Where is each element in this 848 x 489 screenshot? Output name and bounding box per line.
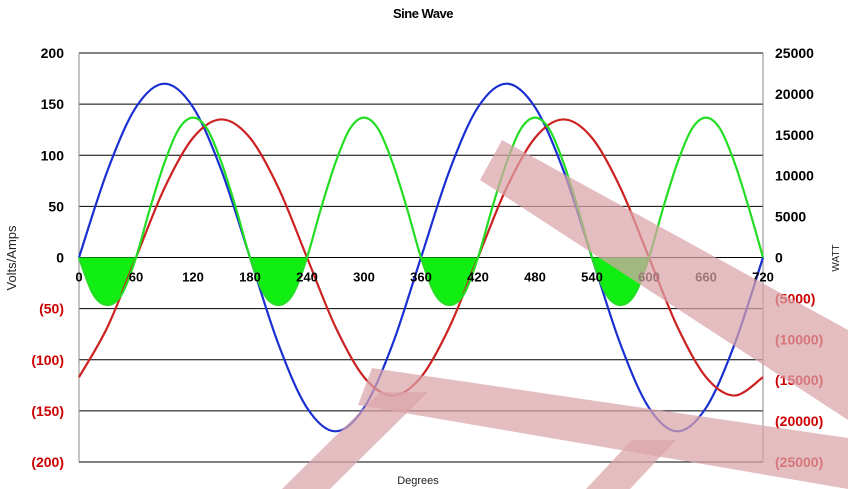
y-left-tick-label-7: (150) (31, 403, 64, 419)
watermark-stroke-upper (480, 140, 848, 420)
x-tick-label-5: 300 (353, 270, 375, 285)
watermark (282, 140, 848, 489)
x-tick-label-8: 480 (524, 270, 546, 285)
y-right-tick-label-1: 20000 (775, 86, 814, 102)
y-left-tick-label-2: 100 (41, 147, 65, 163)
y-left-tick-label-1: 150 (41, 96, 65, 112)
x-tick-label-6: 360 (410, 270, 432, 285)
watermark-stroke-lower (358, 368, 848, 489)
x-tick-label-1: 60 (129, 270, 143, 285)
left-axis-ticks: 200 150 100 50 0 (50) (100) (150) (200) (31, 45, 64, 470)
x-tick-label-7: 420 (467, 270, 489, 285)
y-left-tick-label-6: (100) (31, 352, 64, 368)
watermark-stroke-left-diagonal (282, 392, 428, 489)
y-right-tick-label-4: 5000 (775, 209, 806, 225)
y-left-tick-label-8: (200) (31, 454, 64, 470)
watermark-stroke-right-diagonal (586, 440, 676, 489)
x-axis-label: Degrees (397, 475, 439, 487)
y-right-tick-label-9: (20000) (775, 413, 823, 429)
y-axis-label-right: WATT (831, 244, 842, 271)
x-tick-label-3: 180 (239, 270, 261, 285)
x-tick-label-4: 240 (296, 270, 318, 285)
y-right-tick-label-3: 10000 (775, 168, 814, 184)
right-axis-ticks: 2500020000150001000050000(5000)(10000)(1… (775, 45, 823, 470)
y-right-tick-label-0: 25000 (775, 45, 814, 61)
x-tick-label-9: 540 (581, 270, 603, 285)
y-left-tick-label-4: 0 (56, 250, 64, 266)
x-tick-label-0: 0 (75, 270, 82, 285)
y-left-tick-label-3: 50 (48, 198, 64, 214)
x-tick-label-2: 120 (182, 270, 204, 285)
y-axis-label-left: Volts/Amps (4, 225, 19, 291)
y-right-tick-label-5: 0 (775, 250, 783, 266)
y-right-tick-label-2: 15000 (775, 127, 814, 143)
chart-title: Sine Wave (393, 6, 453, 21)
y-left-tick-label-0: 200 (41, 45, 65, 61)
y-left-tick-label-5: (50) (39, 301, 64, 317)
